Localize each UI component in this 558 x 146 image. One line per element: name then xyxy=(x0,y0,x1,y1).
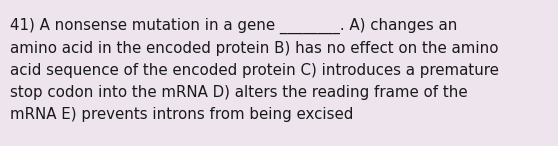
Text: 41) A nonsense mutation in a gene ________. A) changes an
amino acid in the enco: 41) A nonsense mutation in a gene ______… xyxy=(10,18,499,122)
